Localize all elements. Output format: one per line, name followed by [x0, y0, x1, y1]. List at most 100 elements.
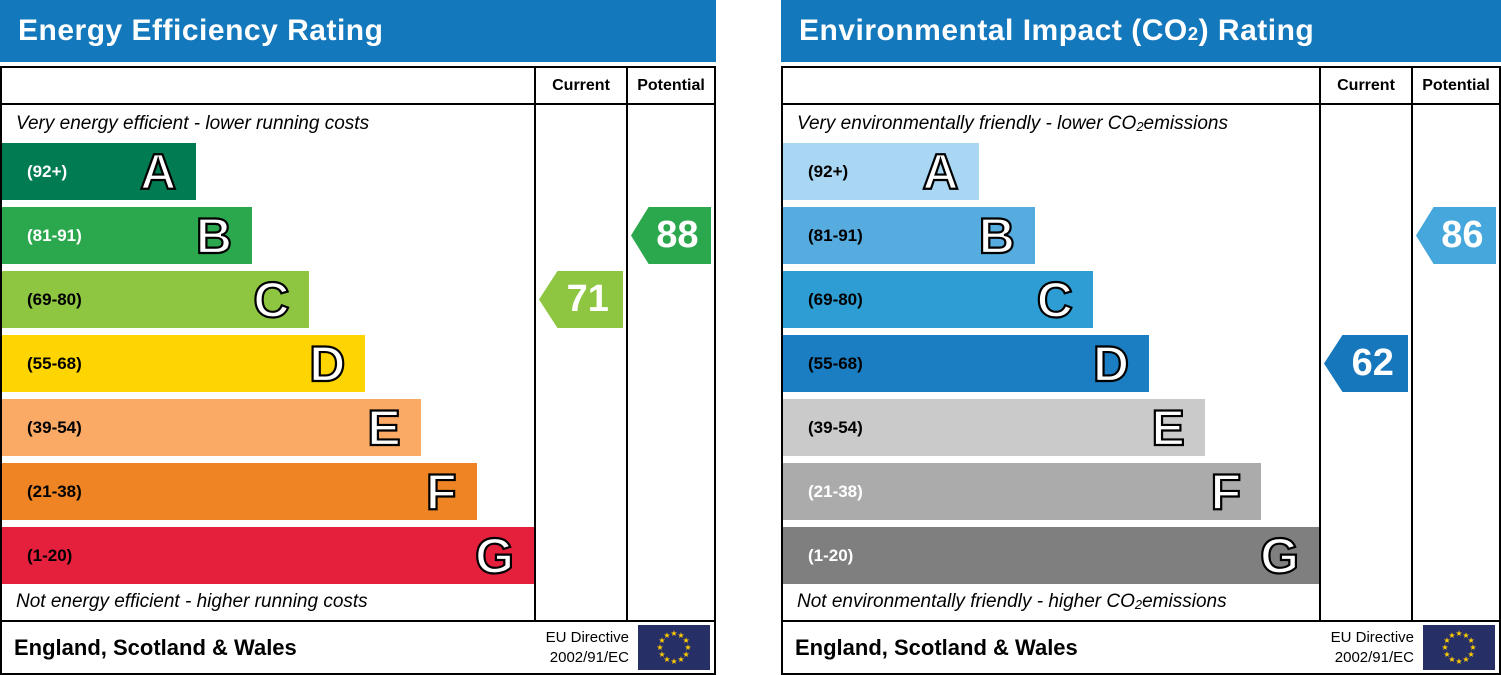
band-letter: E — [366, 399, 402, 456]
current-column: 71 — [534, 105, 626, 620]
svg-text:★: ★ — [1455, 657, 1462, 666]
current-rating-marker: 62 — [1324, 335, 1408, 392]
svg-text:★: ★ — [683, 636, 690, 645]
table-corner — [783, 68, 1319, 103]
svg-text:★: ★ — [677, 655, 684, 664]
caption-top-text: Very environmentally friendly - lower CO — [797, 113, 1137, 134]
eu-directive-line1: EU Directive — [545, 629, 629, 646]
current-column-header: Current — [1319, 68, 1411, 103]
svg-text:★: ★ — [1455, 629, 1462, 638]
svg-text:★: ★ — [670, 629, 677, 638]
svg-text:★: ★ — [1462, 631, 1469, 640]
title-text-end: ) Rating — [1198, 14, 1315, 47]
band-letter: D — [1092, 335, 1130, 392]
svg-text:★: ★ — [663, 655, 670, 664]
potential-rating-marker: 86 — [1416, 207, 1496, 264]
caption-bottom-text: Not environmentally friendly - higher CO — [797, 591, 1135, 612]
band-g: (1-20) G — [783, 527, 1319, 584]
band-b: (81-91) B — [2, 207, 253, 264]
environmental-impact-title: Environmental Impact (CO 2) Rating — [781, 0, 1501, 62]
current-rating-marker: 71 — [539, 271, 623, 328]
svg-text:★: ★ — [1469, 643, 1476, 652]
table-header-row: Current Potential — [783, 68, 1499, 105]
band-letter: G — [1259, 527, 1300, 584]
band-a: (92+) A — [783, 143, 979, 200]
svg-text:★: ★ — [658, 650, 665, 659]
bands: (92+) A (81-91) B (69-80) C (55-68) D (39-54) E (2… — [783, 143, 1319, 584]
energy-efficiency-chart: Energy Efficiency Rating Current Potenti… — [0, 0, 716, 675]
band-e: (39-54) E — [783, 399, 1205, 456]
bands-column: Very environmentally friendly - lower CO… — [783, 105, 1319, 620]
caption-top: Very energy efficient - lower running co… — [2, 105, 534, 143]
rating-table: Current Potential Very environmentally f… — [781, 66, 1501, 622]
svg-text:★: ★ — [1462, 655, 1469, 664]
svg-text:★: ★ — [663, 631, 670, 640]
caption-bottom: Not energy efficient - higher running co… — [2, 584, 534, 620]
band-range-label: (39-54) — [27, 417, 82, 437]
caption-top: Very environmentally friendly - lower CO… — [797, 113, 1228, 134]
eu-directive-label: EU Directive 2002/91/EC — [1331, 628, 1414, 667]
chart-footer: England, Scotland & Wales EU Directive 2… — [0, 622, 716, 675]
table-body: Very environmentally friendly - lower CO… — [783, 105, 1499, 620]
svg-text:★: ★ — [1448, 655, 1455, 664]
band-letter: A — [139, 143, 177, 200]
band-range-label: (69-80) — [27, 289, 82, 309]
rating-table: Current Potential Very energy efficient … — [0, 66, 716, 622]
band-letter: F — [1209, 463, 1242, 520]
band-range-label: (21-38) — [27, 481, 82, 501]
svg-text:★: ★ — [1443, 636, 1450, 645]
band-range-label: (81-91) — [808, 225, 863, 245]
band-b: (81-91) B — [783, 207, 1035, 264]
band-d: (55-68) D — [783, 335, 1150, 392]
eu-flag-icon: ★ ★★ ★★★ ★★★ ★★★ — [638, 625, 710, 670]
band-letter: C — [1036, 271, 1074, 328]
svg-text:★: ★ — [1468, 636, 1475, 645]
potential-column: 88 — [626, 105, 714, 620]
potential-column-header: Potential — [1411, 68, 1499, 103]
svg-text:★: ★ — [1441, 643, 1448, 652]
band-f: (21-38) F — [2, 463, 477, 520]
caption-top-text: Very energy efficient - lower running co… — [16, 113, 370, 134]
current-column: 62 — [1319, 105, 1411, 620]
band-range-label: (1-20) — [27, 545, 73, 565]
svg-text:★: ★ — [1443, 650, 1450, 659]
band-letter: B — [195, 207, 233, 264]
band-letter: D — [308, 335, 346, 392]
band-c: (69-80) C — [2, 271, 310, 328]
title-text: Energy Efficiency Rating — [18, 14, 384, 47]
band-d: (55-68) D — [2, 335, 366, 392]
band-letter: E — [1150, 399, 1186, 456]
band-range-label: (39-54) — [808, 417, 863, 437]
band-range-label: (55-68) — [27, 353, 82, 373]
band-letter: B — [978, 207, 1016, 264]
band-g: (1-20) G — [2, 527, 534, 584]
band-range-label: (92+) — [27, 161, 68, 181]
table-corner — [2, 68, 534, 103]
bands: (92+) A (81-91) B (69-80) C (55-68) D (39-54) E (2… — [2, 143, 534, 584]
svg-text:★: ★ — [684, 643, 691, 652]
band-range-label: (55-68) — [808, 353, 863, 373]
svg-text:★: ★ — [683, 650, 690, 659]
band-letter: C — [252, 271, 290, 328]
region-label: England, Scotland & Wales — [795, 634, 1078, 660]
svg-text:★: ★ — [1468, 650, 1475, 659]
band-letter: A — [921, 143, 959, 200]
potential-rating-marker: 88 — [631, 207, 711, 264]
band-c: (69-80) C — [783, 271, 1093, 328]
band-range-label: (21-38) — [808, 481, 863, 501]
band-a: (92+) A — [2, 143, 197, 200]
table-body: Very energy efficient - lower running co… — [2, 105, 714, 620]
band-range-label: (1-20) — [808, 545, 854, 565]
band-range-label: (69-80) — [808, 289, 863, 309]
svg-text:★: ★ — [656, 643, 663, 652]
chart-footer: England, Scotland & Wales EU Directive 2… — [781, 622, 1501, 675]
caption-bottom: Not environmentally friendly - higher CO… — [797, 591, 1227, 612]
potential-column-header: Potential — [626, 68, 714, 103]
band-e: (39-54) E — [2, 399, 421, 456]
table-header-row: Current Potential — [2, 68, 714, 105]
eu-flag-icon: ★ ★★ ★★★ ★★★ ★★★ — [1423, 625, 1495, 670]
bands-column: Very energy efficient - lower running co… — [2, 105, 534, 620]
eu-directive-line2: 2002/91/EC — [549, 648, 629, 666]
eu-directive-line2: 2002/91/EC — [1334, 648, 1414, 666]
